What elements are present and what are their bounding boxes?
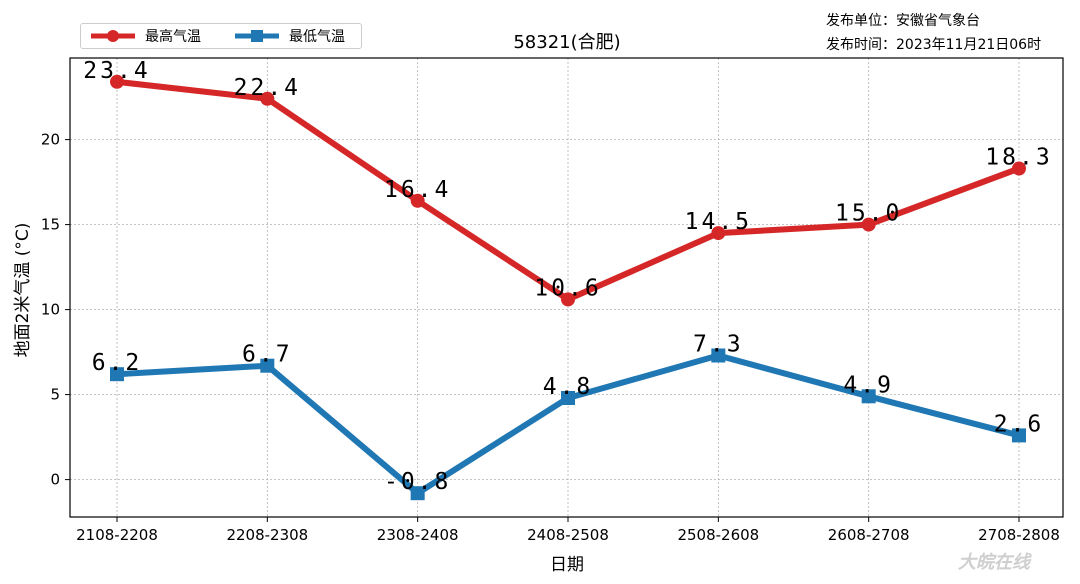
data-point-max [110,74,124,89]
data-label-min: 6.2 [92,350,143,376]
data-point-max [711,226,726,241]
chart-title: 58321(合肥) [513,32,620,53]
data-label-max: 16.4 [384,177,451,203]
issue-time-text: 发布时间：2023年11月21日06时 [826,37,1042,53]
y-axis-label: 地面2米气温 (°C) [13,223,33,358]
data-point-max [861,217,876,232]
y-tick-label: 0 [50,471,60,489]
data-point-min [861,389,876,404]
x-tick-label: 2108-2208 [76,526,158,544]
data-label-min: 7.3 [693,332,744,358]
svg-text:大皖在线: 大皖在线 [958,552,1032,573]
x-tick-label: 2408-2508 [527,526,609,544]
data-label-min: 6.7 [242,342,293,368]
x-tick-label: 2708-2808 [978,526,1060,544]
data-point-max [561,292,575,307]
x-tick-label: 2208-2308 [226,526,308,544]
data-label-max: 18.3 [985,145,1052,171]
legend: 最高气温 最低气温 [80,23,362,49]
axes: 2108-2208 2208-2308 2308-2408 2408-2508 2508… [41,131,1060,544]
data-label-max: 10.6 [534,275,601,301]
data-point-max [1012,161,1026,176]
data-label-min: -0.8 [384,469,451,495]
data-label-max: 22.4 [234,75,301,101]
y-tick-label: 10 [41,301,60,319]
data-label-max: 14.5 [685,209,752,235]
y-tick-label: 20 [41,131,60,149]
data-point-min [711,348,726,363]
x-tick-label: 2508-2608 [677,526,759,544]
data-point-min [1012,428,1026,443]
x-tick-label: 2608-2708 [828,526,910,544]
watermark-icon: 大皖在线 [958,552,1032,573]
legend-max-label: 最高气温 [145,29,201,45]
issuer-text: 发布单位：安徽省气象台 [826,13,980,29]
data-point-min [561,391,575,405]
legend-max-marker-icon [91,30,135,42]
data-point-max [260,91,275,106]
legend-item-max: 最高气温 [89,24,201,48]
legend-item-min: 最低气温 [233,24,345,48]
y-tick-label: 5 [50,386,60,404]
legend-min-label: 最低气温 [289,29,345,45]
data-point-min [260,358,275,373]
plot-frame [69,57,1064,518]
data-label-max: 15.0 [835,201,902,227]
data-label-min: 2.6 [994,411,1045,437]
data-point-min [110,367,124,382]
data-label-max: 23.4 [83,58,150,84]
x-tick-label: 2308-2408 [377,526,459,544]
data-point-max [410,193,425,208]
series: 23.4 22.4 16.4 10.6 14.5 15.0 18.3 6.2 6.7 -0.8 4.… [83,58,1052,501]
y-tick-label: 15 [41,216,60,234]
data-label-min: 4.8 [543,374,594,400]
data-label-min: 4.9 [843,372,894,398]
watermark-logo: 大皖在线 [956,548,1074,578]
data-point-min [410,486,425,501]
x-axis-label: 日期 [550,555,584,575]
legend-min-marker-icon [235,30,279,42]
